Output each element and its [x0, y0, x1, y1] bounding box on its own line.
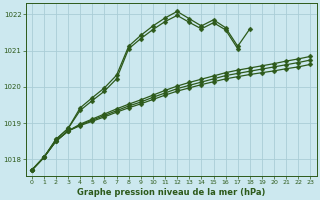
X-axis label: Graphe pression niveau de la mer (hPa): Graphe pression niveau de la mer (hPa): [77, 188, 265, 197]
